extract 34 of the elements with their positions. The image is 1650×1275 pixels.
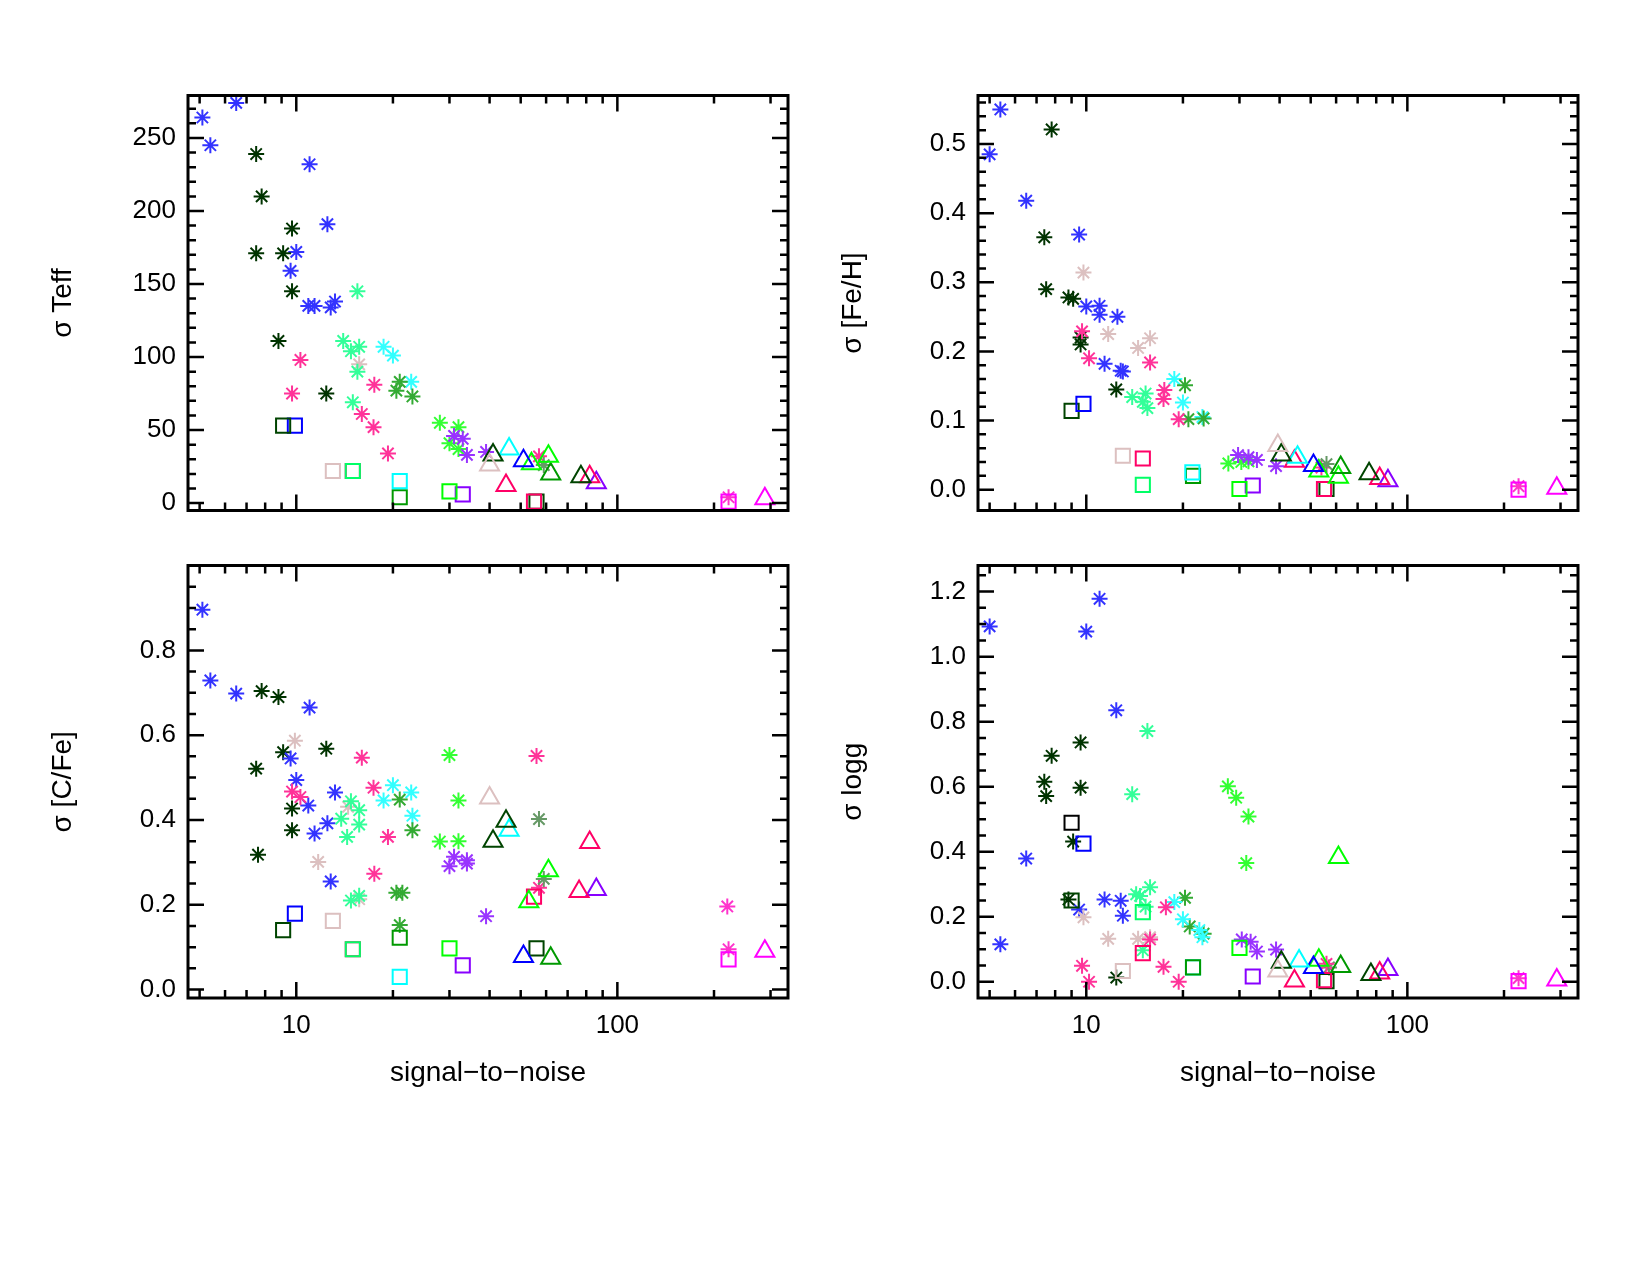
y-tick-label: 0.0: [929, 964, 966, 995]
y-tick-label: 0.0: [929, 472, 966, 503]
y-axis-title: σ logg: [835, 742, 867, 821]
y-tick-label: 0.8: [929, 704, 966, 735]
y-tick-label: 0.6: [139, 718, 176, 749]
x-tick-label: 100: [595, 1008, 640, 1039]
y-tick-label: 200: [132, 194, 176, 225]
y-tick-label: 0.4: [929, 834, 966, 865]
y-tick-label: 0.2: [139, 887, 176, 918]
y-tick-label: 0.5: [929, 127, 966, 158]
y-tick-label: 0.3: [929, 265, 966, 296]
x-axis-title: signal−to−noise: [1179, 1055, 1377, 1087]
y-axis-title: σ Teff: [45, 267, 77, 338]
x-tick-label: 100: [1385, 1008, 1430, 1039]
y-tick-label: 0.6: [929, 769, 966, 800]
x-tick-label: 10: [1071, 1008, 1101, 1039]
y-tick-label: 0.8: [139, 633, 176, 664]
x-axis-title: signal−to−noise: [389, 1055, 587, 1087]
y-tick-label: 0.4: [929, 196, 966, 227]
y-tick-label: 0.2: [929, 334, 966, 365]
y-tick-label: 250: [132, 121, 176, 152]
y-axis-title: σ [Fe/H]: [835, 252, 867, 354]
y-tick-label: 0.4: [139, 803, 176, 834]
y-tick-label: 0.1: [929, 403, 966, 434]
y-tick-label: 1.2: [929, 574, 966, 605]
y-tick-label: 0: [161, 486, 176, 517]
y-tick-label: 50: [147, 413, 176, 444]
y-tick-label: 0.0: [139, 972, 176, 1003]
y-tick-label: 0.2: [929, 899, 966, 930]
y-axis-title: σ [C/Fe]: [45, 731, 77, 833]
y-tick-label: 100: [132, 340, 176, 371]
y-tick-label: 1.0: [929, 639, 966, 670]
y-tick-label: 150: [132, 267, 176, 298]
x-tick-label: 10: [281, 1008, 311, 1039]
